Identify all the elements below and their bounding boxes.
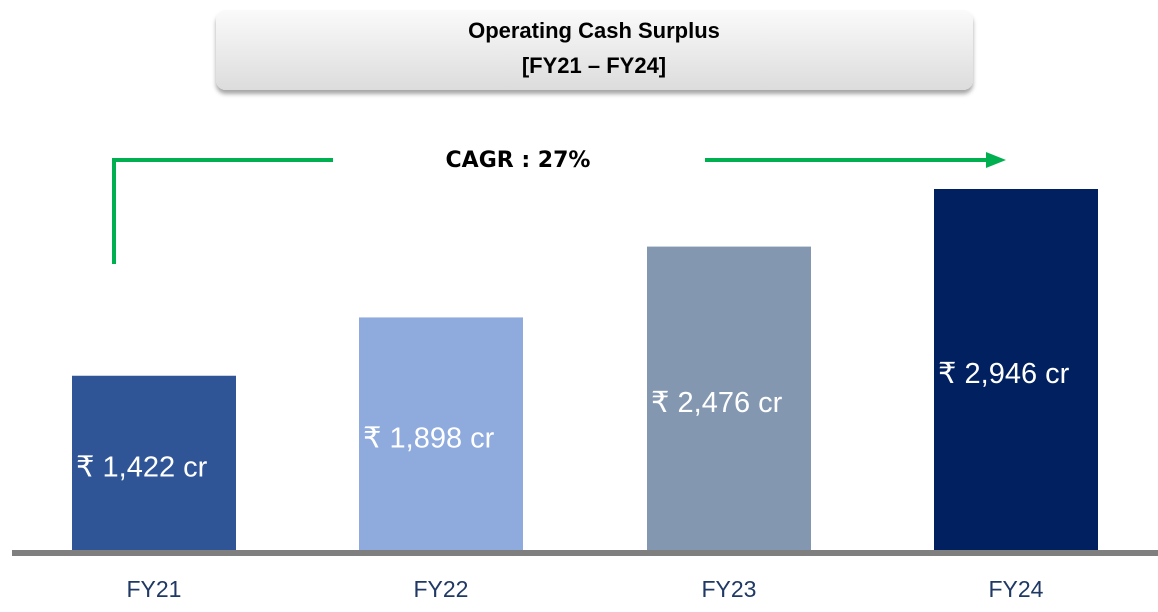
title-box [216, 10, 973, 90]
bar [72, 375, 236, 550]
x-tick-label: FY21 [127, 576, 182, 602]
value-label: ₹ 2,476 cr [651, 387, 783, 419]
cagr-arrow-head [986, 152, 1006, 168]
baseline [12, 550, 1158, 556]
x-tick-label: FY22 [414, 576, 469, 602]
bar [934, 189, 1098, 550]
cagr-arrow-start [112, 158, 333, 264]
bar [647, 246, 811, 550]
x-tick-label: FY24 [989, 576, 1044, 602]
chart-subtitle: [FY21 – FY24] [522, 53, 666, 78]
cagr-annotation: CAGR : 27% [446, 148, 591, 173]
value-label: ₹ 2,946 cr [938, 358, 1070, 390]
value-label: ₹ 1,422 cr [76, 452, 208, 484]
chart-title: Operating Cash Surplus [468, 18, 720, 43]
x-tick-label: FY23 [702, 576, 757, 602]
bar [359, 317, 523, 550]
value-label: ₹ 1,898 cr [363, 422, 495, 454]
